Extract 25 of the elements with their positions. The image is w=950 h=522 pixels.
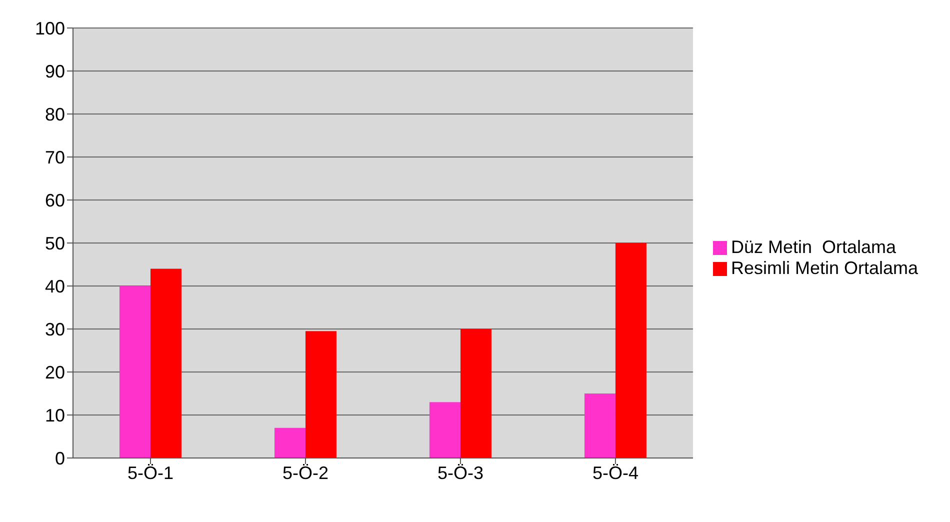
bar	[584, 394, 616, 458]
y-tick-label: 40	[44, 276, 65, 296]
y-tick-label: 90	[44, 61, 65, 82]
legend-label: Resimli Metin Ortalama	[730, 258, 918, 278]
y-tick-label: 100	[34, 18, 65, 38]
y-tick-label: 70	[44, 147, 65, 168]
bar	[615, 243, 646, 458]
y-tick-label: 50	[44, 233, 65, 254]
bar	[305, 331, 336, 458]
y-tick-label: 80	[44, 104, 65, 124]
bar	[429, 402, 460, 458]
y-tick-label: 60	[44, 190, 65, 210]
bar	[119, 286, 150, 458]
x-tick-label: 5-Ö-4	[592, 462, 638, 483]
x-tick-label: 5-Ö-2	[282, 462, 328, 483]
bar	[460, 329, 492, 458]
legend-label: Düz Metin Ortalama	[730, 237, 896, 257]
bar	[150, 268, 182, 458]
y-tick-label: 30	[44, 319, 65, 340]
bar	[274, 428, 306, 458]
y-tick-label: 0	[54, 448, 65, 468]
y-tick-label: 10	[44, 405, 65, 426]
x-tick-label: 5-Ö-3	[437, 462, 484, 483]
y-tick-label: 20	[44, 362, 65, 382]
x-tick-label: 5-Ö-1	[127, 462, 174, 483]
